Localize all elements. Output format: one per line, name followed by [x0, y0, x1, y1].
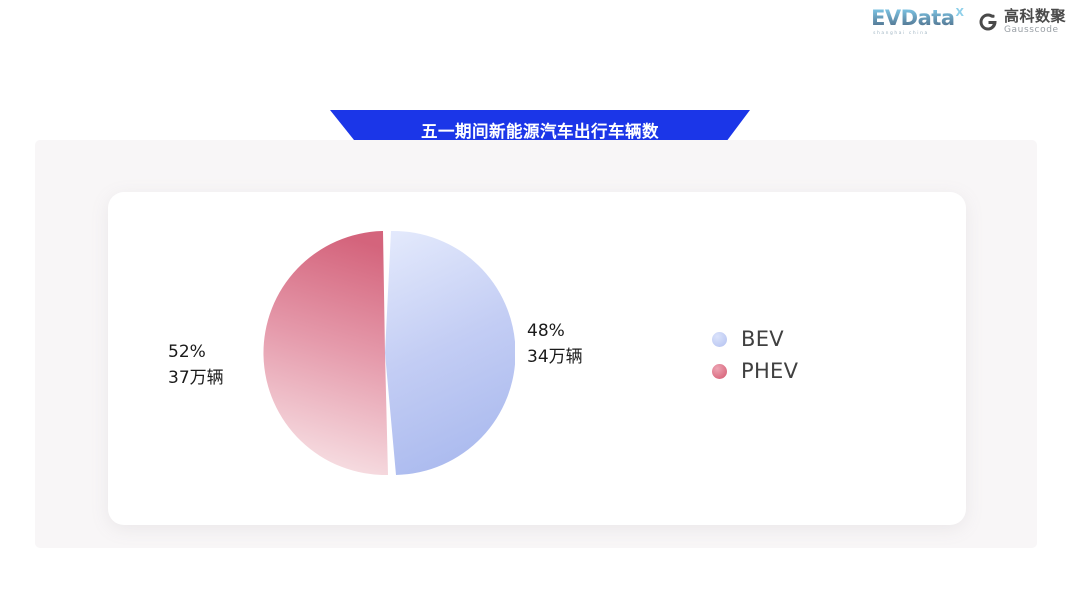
evdata-logo-subtitle: shanghai china	[873, 31, 929, 36]
legend-label-phev: PHEV	[741, 359, 799, 383]
gausscode-logo: 高科数聚 Gausscode	[978, 9, 1066, 35]
pie-label-bev-percent: 48%	[527, 321, 565, 341]
header-logos: EVData X shanghai china 高科数聚 Gausscode	[871, 6, 1066, 36]
legend-item-phev[interactable]: PHEV	[712, 358, 798, 384]
pie-slice-phev	[263, 231, 388, 476]
chart-title: 五一期间新能源汽车出行车辆数	[421, 122, 659, 141]
evdata-logo-wordmark: EVData X	[871, 6, 964, 30]
gausscode-g-icon	[978, 12, 998, 32]
gausscode-logo-chinese: 高科数聚	[1003, 7, 1066, 26]
evdata-logo-superscript-x: X	[955, 6, 964, 19]
pie-label-bev-amount: 34万辆	[527, 347, 583, 368]
legend-dot-bev	[712, 331, 727, 347]
legend-dot-phev	[712, 363, 727, 379]
pie-label-phev-percent: 52%	[168, 342, 206, 362]
pie-slice-bev	[385, 230, 515, 475]
legend-item-bev[interactable]: BEV	[712, 326, 798, 352]
pie-chart	[255, 223, 515, 483]
chart-legend: BEV PHEV	[712, 326, 798, 384]
evdata-logo-text: EVData	[871, 6, 955, 30]
gausscode-logo-english: Gausscode	[1003, 25, 1059, 36]
chart-card	[108, 192, 966, 525]
pie-label-phev-amount: 37万辆	[168, 368, 224, 389]
pie-label-phev: 52% 37万辆	[168, 339, 224, 392]
legend-label-bev: BEV	[741, 327, 784, 351]
gausscode-logo-text: 高科数聚 Gausscode	[1004, 9, 1066, 35]
evdata-logo: EVData X shanghai china	[871, 6, 964, 36]
pie-label-bev: 48% 34万辆	[527, 318, 583, 371]
